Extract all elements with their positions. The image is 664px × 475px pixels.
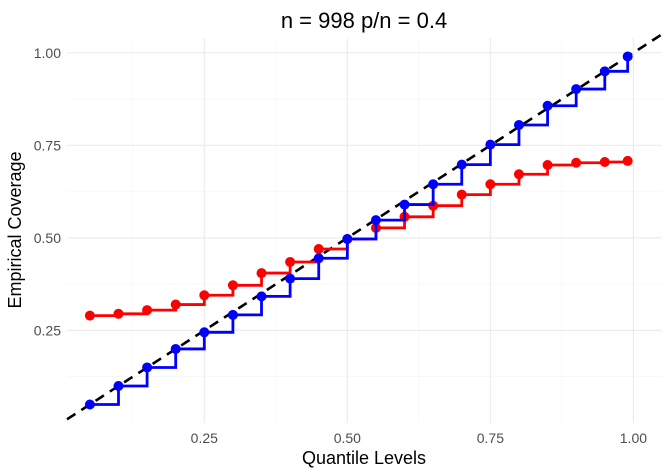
- data-point: [170, 343, 181, 354]
- data-point: [113, 308, 124, 319]
- data-point: [428, 179, 439, 190]
- data-point: [542, 100, 553, 111]
- data-point: [485, 139, 496, 150]
- data-point: [84, 310, 95, 321]
- data-point: [370, 215, 381, 226]
- x-tick-label: 1.00: [620, 430, 647, 446]
- data-point: [313, 244, 324, 255]
- y-axis-label: Empirical Coverage: [5, 151, 25, 308]
- series-step-line: [89, 56, 630, 406]
- data-point: [399, 199, 410, 210]
- data-point: [285, 256, 296, 267]
- data-point: [199, 327, 210, 338]
- y-tick-label: 0.25: [34, 322, 61, 338]
- data-point: [313, 253, 324, 264]
- y-tick-label: 0.50: [34, 230, 61, 246]
- y-tick-label: 1.00: [34, 45, 61, 61]
- data-point: [227, 309, 238, 320]
- data-point: [622, 51, 633, 62]
- grid: [67, 38, 662, 423]
- data-point: [170, 299, 181, 310]
- data-point: [571, 157, 582, 168]
- data-point: [599, 157, 610, 168]
- data-point: [599, 66, 610, 77]
- data-point: [513, 169, 524, 180]
- data-point: [256, 268, 267, 279]
- data-point: [142, 305, 153, 316]
- data-point: [256, 291, 267, 302]
- x-tick-label: 0.50: [334, 430, 361, 446]
- data-point: [84, 399, 95, 410]
- data-point: [571, 84, 582, 95]
- data-point: [622, 155, 633, 166]
- data-point: [113, 380, 124, 391]
- series-1: [84, 51, 633, 410]
- y-tick-label: 0.75: [34, 137, 61, 153]
- x-tick-label: 0.75: [477, 430, 504, 446]
- x-tick-label: 0.25: [191, 430, 218, 446]
- series-layer: [84, 51, 633, 410]
- x-axis-label: Quantile Levels: [302, 448, 426, 468]
- data-point: [542, 159, 553, 170]
- data-point: [485, 179, 496, 190]
- data-point: [285, 273, 296, 284]
- data-point: [142, 362, 153, 373]
- data-point: [456, 189, 467, 200]
- data-point: [227, 280, 238, 291]
- data-point: [513, 119, 524, 130]
- data-point: [342, 234, 353, 245]
- data-point: [456, 159, 467, 170]
- tick-labels: 0.25 0.50 0.75 1.00 0.25 0.50 0.75 1.00: [34, 45, 647, 446]
- chart-title: n = 998 p/n = 0.4: [281, 8, 447, 33]
- data-point: [199, 290, 210, 301]
